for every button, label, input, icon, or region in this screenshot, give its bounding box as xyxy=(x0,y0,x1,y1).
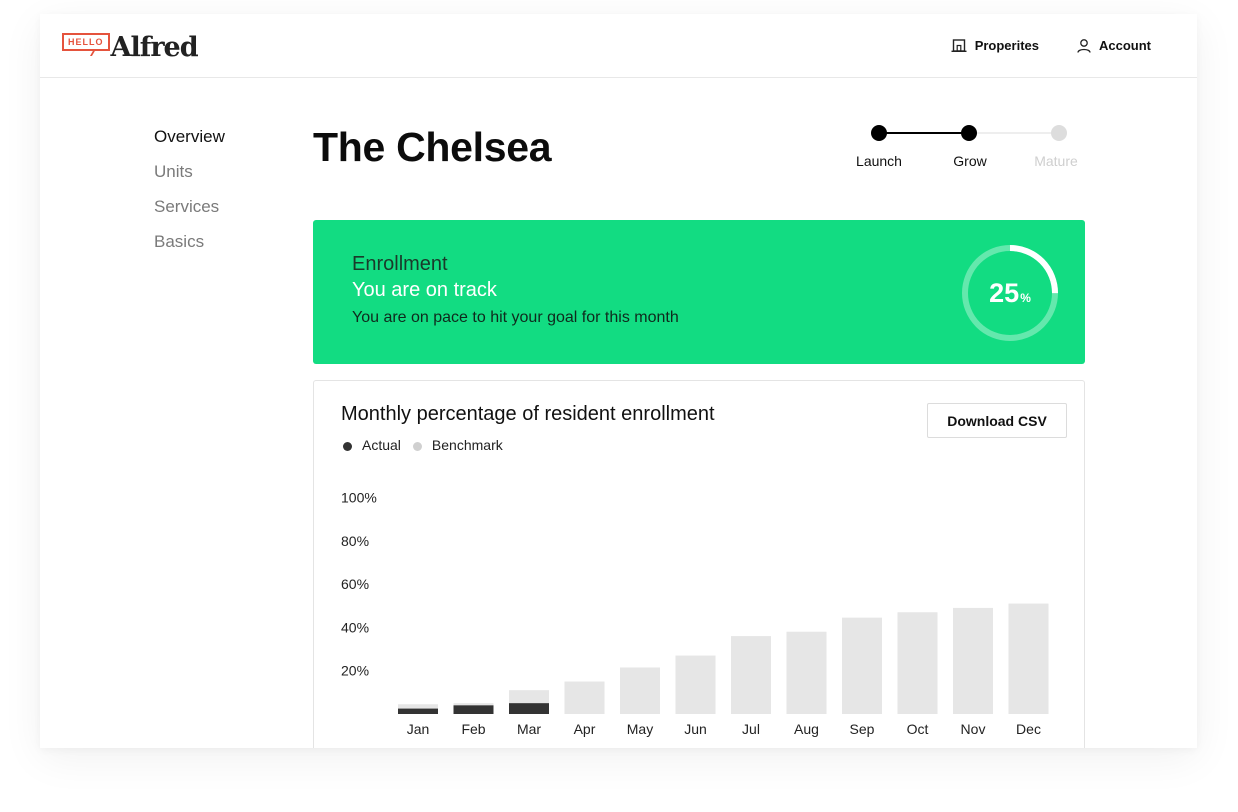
y-tick-label: 60% xyxy=(341,576,369,592)
benchmark-bar[interactable] xyxy=(786,631,827,714)
app-window: HELLO Alfred Properites xyxy=(40,14,1197,748)
step-dot-grow xyxy=(961,125,977,141)
x-tick-label: Mar xyxy=(517,721,541,737)
enrollment-bar-chart: 20% 40% 60% 80% 100% Jan Feb Mar Apr May Jun Jul Aug… xyxy=(341,490,1049,737)
x-tick-label: Oct xyxy=(907,721,929,737)
legend-label-actual: Actual xyxy=(362,437,401,453)
x-tick-label: Nov xyxy=(961,721,986,737)
benchmark-bar[interactable] xyxy=(1008,603,1049,714)
step-dot-mature xyxy=(1051,125,1067,141)
legend-item-actual: Actual xyxy=(343,437,401,453)
x-tick-label: Sep xyxy=(850,721,875,737)
download-csv-button[interactable]: Download CSV xyxy=(927,403,1067,438)
chart-legend: Actual Benchmark xyxy=(343,437,503,453)
benchmark-bar[interactable] xyxy=(620,667,660,714)
progress-percent-value: 25 xyxy=(989,277,1020,308)
step-label-launch: Launch xyxy=(856,153,902,169)
step-dot-launch xyxy=(871,125,887,141)
x-tick-label: Dec xyxy=(1016,721,1041,737)
properties-link[interactable]: Properites xyxy=(951,38,1039,53)
progress-percent-unit: % xyxy=(1020,291,1031,305)
legend-dot-actual xyxy=(343,441,352,451)
stepper-line-upcoming xyxy=(969,132,1059,134)
x-tick-label: Feb xyxy=(461,721,485,737)
benchmark-bar[interactable] xyxy=(842,617,882,714)
x-tick-label: Apr xyxy=(574,721,596,737)
banner-kicker: Enrollment xyxy=(352,253,448,275)
page-title: The Chelsea xyxy=(313,124,552,170)
x-tick-label: Aug xyxy=(794,721,819,737)
legend-label-benchmark: Benchmark xyxy=(431,437,503,453)
user-icon xyxy=(1077,38,1091,53)
properties-link-label: Properites xyxy=(974,38,1039,53)
x-tick-label: Jan xyxy=(407,721,430,737)
benchmark-bar[interactable] xyxy=(564,681,605,714)
account-link-label: Account xyxy=(1099,38,1151,53)
hello-alfred-logo[interactable]: HELLO Alfred xyxy=(62,31,199,63)
banner-description: You are on pace to hit your goal for thi… xyxy=(352,309,679,326)
stepper-line-done xyxy=(879,132,969,134)
step-label-mature: Mature xyxy=(1034,153,1078,169)
benchmark-bar[interactable] xyxy=(731,636,771,714)
progress-ring-fill xyxy=(962,245,1058,341)
enrollment-status-banner: Enrollment You are on track You are on p… xyxy=(313,220,1085,364)
x-tick-label: Jul xyxy=(742,721,760,737)
actual-bar[interactable] xyxy=(453,705,494,714)
enrollment-chart-card: Monthly percentage of resident enrollmen… xyxy=(313,380,1085,748)
sidebar-item-services[interactable]: Services xyxy=(154,197,220,216)
legend-dot-benchmark xyxy=(412,441,422,451)
banner-title: You are on track xyxy=(352,279,497,301)
sidebar-item-overview[interactable]: Overview xyxy=(154,127,225,146)
logo-badge: HELLO xyxy=(62,33,110,51)
legend-item-benchmark: Benchmark xyxy=(412,437,503,453)
actual-bar[interactable] xyxy=(509,703,549,714)
y-tick-label: 100% xyxy=(341,490,377,506)
y-tick-label: 80% xyxy=(341,533,369,549)
sidebar-nav: Overview Units Services Basics xyxy=(154,126,225,266)
x-tick-label: Jun xyxy=(684,721,707,737)
header-nav: Properites Account xyxy=(951,38,1151,53)
y-tick-label: 20% xyxy=(341,663,369,679)
chart-title: Monthly percentage of resident enrollmen… xyxy=(341,403,715,425)
account-link[interactable]: Account xyxy=(1077,38,1151,53)
step-label-grow: Grow xyxy=(953,153,987,169)
building-icon xyxy=(951,38,967,53)
top-navigation-bar: HELLO Alfred Properites xyxy=(40,14,1197,78)
sidebar-item-units[interactable]: Units xyxy=(154,162,193,181)
sidebar-item-basics[interactable]: Basics xyxy=(154,232,205,251)
logo-wordmark: Alfred xyxy=(110,31,199,63)
benchmark-bar[interactable] xyxy=(675,655,716,714)
lifecycle-stepper: Launch Grow Mature xyxy=(844,122,1094,172)
actual-bar[interactable] xyxy=(398,708,438,714)
progress-ring: 25 % xyxy=(959,242,1061,344)
y-tick-label: 40% xyxy=(341,619,369,635)
x-tick-label: May xyxy=(627,721,653,737)
benchmark-bar[interactable] xyxy=(897,612,938,714)
benchmark-bar[interactable] xyxy=(953,607,993,714)
